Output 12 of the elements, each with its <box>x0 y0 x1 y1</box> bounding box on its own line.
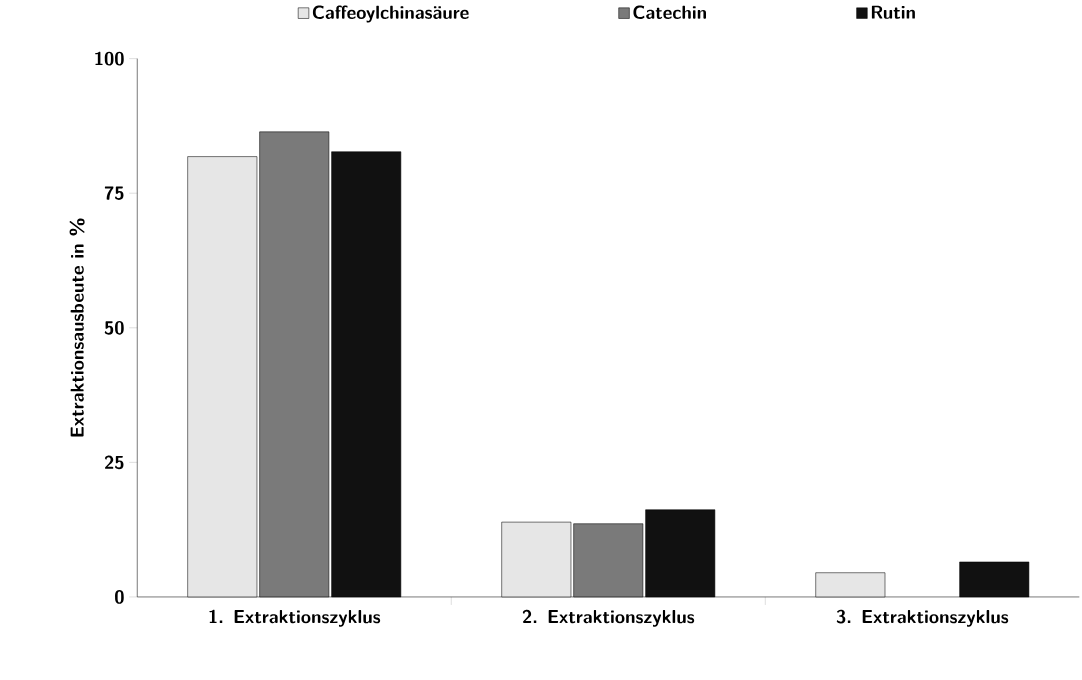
legend-label: Caffeoylchinasäure <box>312 5 469 23</box>
y-tick-label: 75 <box>104 186 124 201</box>
x-tick-label: 2. Extraktionszyklus <box>522 609 695 628</box>
legend-label: Rutin <box>871 5 915 20</box>
y-tick-label: 50 <box>104 321 124 335</box>
y-tick-label: 0 <box>115 590 124 605</box>
x-tick-label: 1. Extraktionszyklus <box>209 609 381 628</box>
x-tick-label: 3. Extraktionszyklus <box>836 609 1009 628</box>
y-tick-label: 25 <box>104 455 124 470</box>
y-axis-title: Extraktionsausbeute in % <box>69 218 85 437</box>
y-tick-label: 100 <box>95 51 124 66</box>
legend-label: Catechin <box>633 5 706 20</box>
